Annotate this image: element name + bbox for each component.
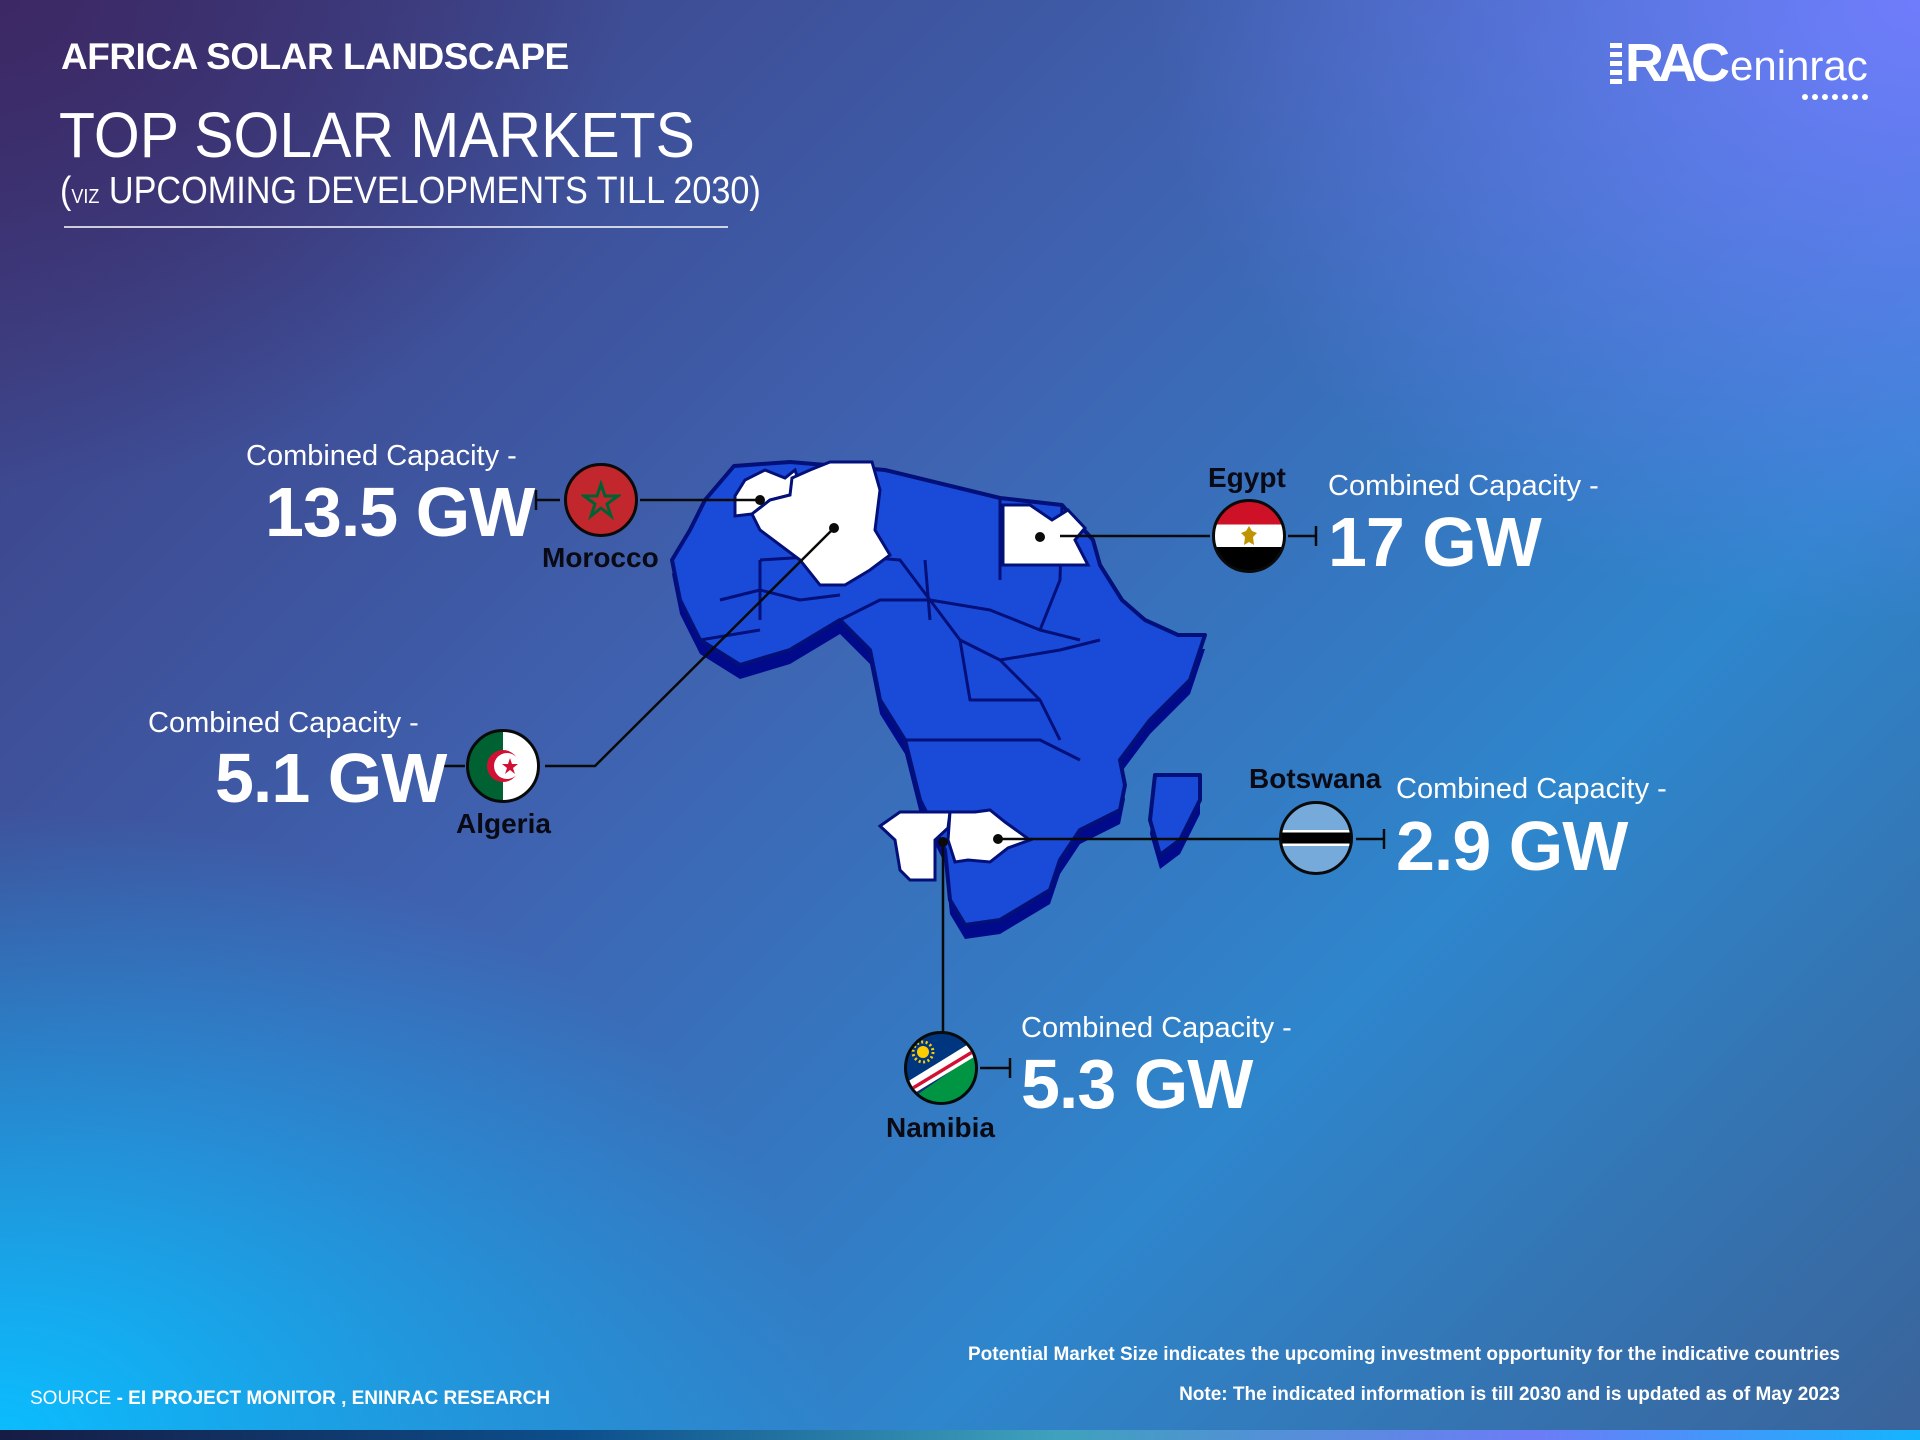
algeria-flag-icon [466,729,540,803]
botswana-name: Botswana [1249,763,1382,794]
africa-landmass [670,460,1207,927]
logo-dots [1801,94,1868,100]
page-title: TOP SOLAR MARKETS [59,99,695,171]
subtitle-text: UPCOMING DEVELOPMENTS TILL 2030) [99,170,761,212]
egypt-flag-icon [1212,499,1286,573]
market-size-note: Potential Market Size indicates the upco… [967,1344,1840,1365]
egypt-capacity-value: 17 GW [1328,503,1542,581]
morocco-name: Morocco [542,542,659,573]
connector-lines [436,490,1386,1078]
morocco-capacity-value: 13.5 GW [265,473,535,551]
egypt-shape [1001,503,1091,567]
logo-wordmark: eninrac [1730,44,1868,100]
update-note: Note: The indicated information is till … [1179,1384,1840,1405]
highlighted-countries [733,460,1091,882]
namibia-capacity-value: 5.3 GW [1021,1045,1253,1123]
bottom-accent-bar [0,1430,1920,1440]
subtitle-paren: ( [60,170,72,212]
namibia-capacity-label: Combined Capacity - [1021,1012,1292,1044]
egypt-capacity-label: Combined Capacity - [1328,470,1599,502]
algeria-capacity-value: 5.1 GW [215,739,447,817]
algeria-shape [750,460,892,587]
subtitle-viz: VIZ [71,186,100,208]
egypt-name: Egypt [1208,462,1286,493]
morocco-capacity-label: Combined Capacity - [246,440,517,472]
botswana-shape [946,808,1034,864]
botswana-capacity-label: Combined Capacity - [1396,773,1667,805]
algeria-capacity-label: Combined Capacity - [148,707,419,739]
eninrac-logo: RAC eninrac [1610,33,1868,100]
botswana-flag-icon [1279,801,1353,875]
logo-mark: RAC [1625,33,1730,93]
namibia-name: Namibia [886,1112,995,1143]
page-subtitle: (VIZ UPCOMING DEVELOPMENTS TILL 2030) [60,170,761,213]
source-text: - EI PROJECT MONITOR , ENINRAC RESEARCH [116,1388,551,1409]
location-dots [755,495,1045,847]
algeria-name: Algeria [456,808,551,839]
namibia-flag-icon [904,1031,978,1105]
source-prefix: SOURCE [30,1388,117,1409]
botswana-capacity-value: 2.9 GW [1396,807,1628,885]
sun-bars-icon [1610,43,1622,84]
title-divider [64,226,728,228]
morocco-flag-icon [564,463,638,537]
page-kicker: AFRICA SOLAR LANDSCAPE [61,36,569,77]
source-credit: SOURCE - EI PROJECT MONITOR , ENINRAC RE… [30,1388,550,1410]
